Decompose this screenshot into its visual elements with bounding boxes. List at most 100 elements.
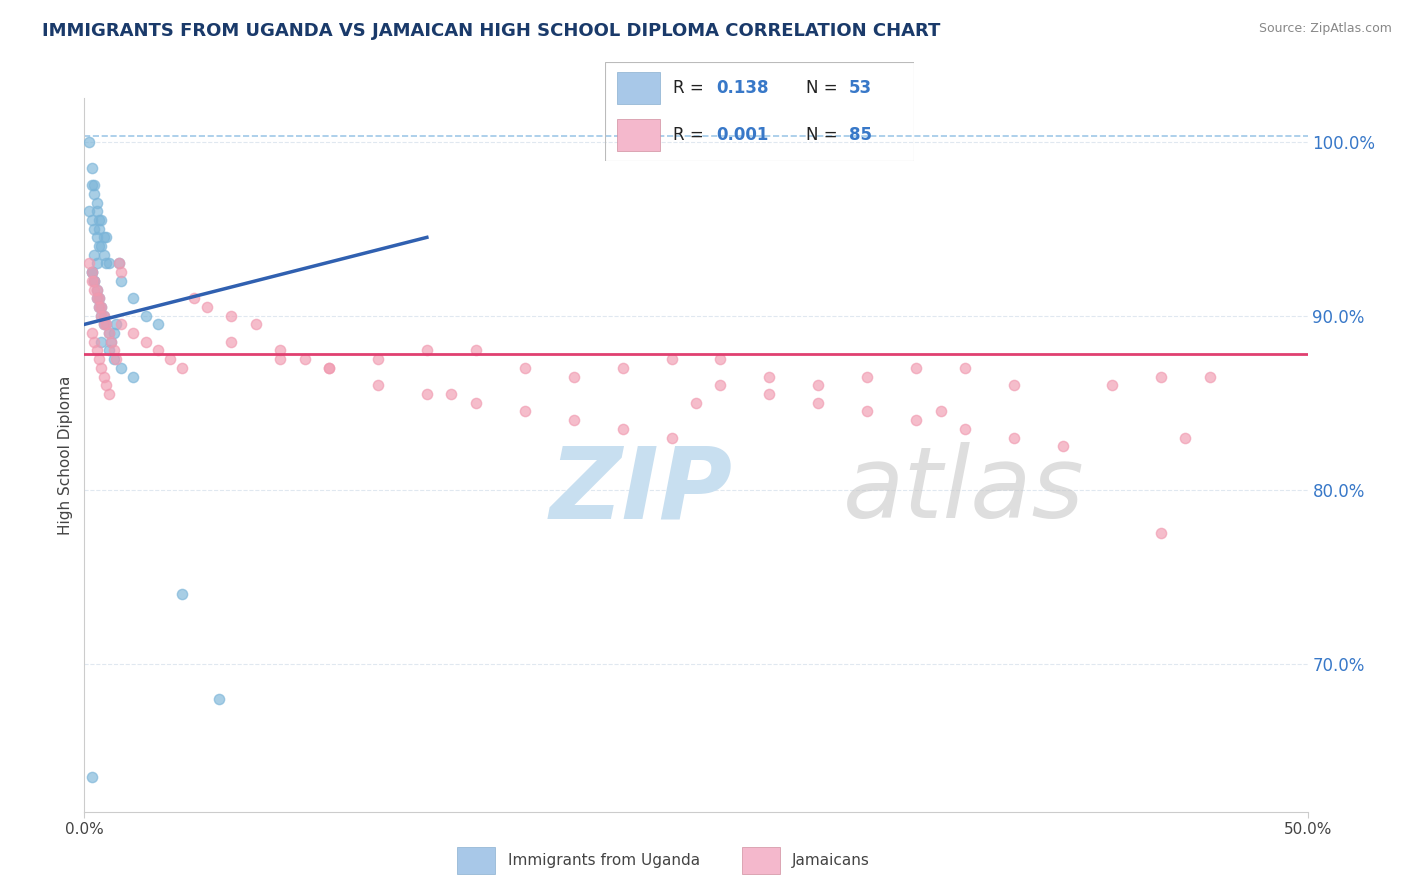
Point — [367, 378, 389, 392]
Point — [87, 221, 110, 235]
Point — [856, 369, 879, 384]
Point — [685, 395, 707, 409]
Point — [90, 213, 112, 227]
Text: Immigrants from Uganda: Immigrants from Uganda — [508, 854, 700, 868]
Text: N =: N = — [806, 79, 842, 97]
Point — [159, 352, 181, 367]
Point — [86, 283, 108, 297]
Point — [93, 318, 115, 332]
Point — [96, 230, 118, 244]
Point — [83, 274, 105, 288]
Point — [80, 326, 103, 340]
Point — [905, 413, 928, 427]
Point — [245, 318, 267, 332]
Point — [195, 300, 218, 314]
Text: 85: 85 — [849, 126, 872, 144]
Point — [97, 343, 120, 358]
Point — [77, 256, 100, 270]
Point — [90, 300, 112, 314]
Text: Jamaicans: Jamaicans — [793, 854, 870, 868]
Point — [1052, 439, 1074, 453]
Point — [135, 334, 157, 349]
Point — [86, 204, 108, 219]
Point — [110, 360, 132, 375]
Point — [661, 430, 683, 444]
Point — [86, 230, 108, 244]
Point — [96, 318, 118, 332]
Point — [807, 378, 830, 392]
Point — [294, 352, 316, 367]
Point — [93, 309, 115, 323]
Point — [83, 334, 105, 349]
Point — [1198, 369, 1220, 384]
Point — [87, 300, 110, 314]
Point — [219, 309, 242, 323]
Point — [562, 413, 585, 427]
Text: 0.138: 0.138 — [716, 79, 769, 97]
Point — [318, 360, 340, 375]
Point — [86, 283, 108, 297]
Point — [83, 274, 105, 288]
Point — [97, 256, 120, 270]
Text: N =: N = — [806, 126, 842, 144]
Point — [87, 239, 110, 253]
Point — [208, 691, 231, 706]
Point — [93, 230, 115, 244]
Point — [110, 274, 132, 288]
Point — [93, 248, 115, 262]
Point — [83, 274, 105, 288]
Text: 0.001: 0.001 — [716, 126, 768, 144]
Point — [758, 387, 780, 401]
Point — [80, 265, 103, 279]
Point — [100, 334, 122, 349]
Point — [953, 360, 976, 375]
Point — [90, 239, 112, 253]
Point — [86, 256, 108, 270]
Point — [464, 395, 486, 409]
Text: ZIP: ZIP — [550, 442, 733, 539]
Point — [709, 352, 731, 367]
Point — [80, 178, 103, 193]
Point — [1101, 378, 1123, 392]
Point — [758, 369, 780, 384]
Point — [83, 283, 105, 297]
Point — [96, 378, 118, 392]
Point — [87, 352, 110, 367]
Text: IMMIGRANTS FROM UGANDA VS JAMAICAN HIGH SCHOOL DIPLOMA CORRELATION CHART: IMMIGRANTS FROM UGANDA VS JAMAICAN HIGH … — [42, 22, 941, 40]
Point — [90, 309, 112, 323]
Point — [318, 360, 340, 375]
Point — [172, 360, 194, 375]
Point — [562, 369, 585, 384]
Point — [1150, 369, 1173, 384]
Text: Source: ZipAtlas.com: Source: ZipAtlas.com — [1258, 22, 1392, 36]
Point — [146, 318, 169, 332]
Point — [80, 274, 103, 288]
Point — [97, 326, 120, 340]
Point — [269, 352, 291, 367]
Point — [103, 343, 125, 358]
Point — [105, 318, 128, 332]
Text: atlas: atlas — [842, 442, 1084, 539]
Point — [80, 770, 103, 784]
Point — [83, 221, 105, 235]
Text: R =: R = — [672, 79, 709, 97]
Point — [122, 369, 145, 384]
Point — [146, 343, 169, 358]
Point — [612, 422, 634, 436]
Point — [929, 404, 952, 418]
Point — [107, 256, 129, 270]
Point — [661, 352, 683, 367]
Point — [93, 309, 115, 323]
Point — [100, 334, 122, 349]
Point — [709, 378, 731, 392]
Point — [219, 334, 242, 349]
Point — [110, 265, 132, 279]
Point — [90, 309, 112, 323]
Point — [90, 334, 112, 349]
Point — [856, 404, 879, 418]
Text: R =: R = — [672, 126, 709, 144]
Point — [107, 256, 129, 270]
Point — [183, 291, 205, 305]
Point — [96, 318, 118, 332]
Point — [93, 318, 115, 332]
